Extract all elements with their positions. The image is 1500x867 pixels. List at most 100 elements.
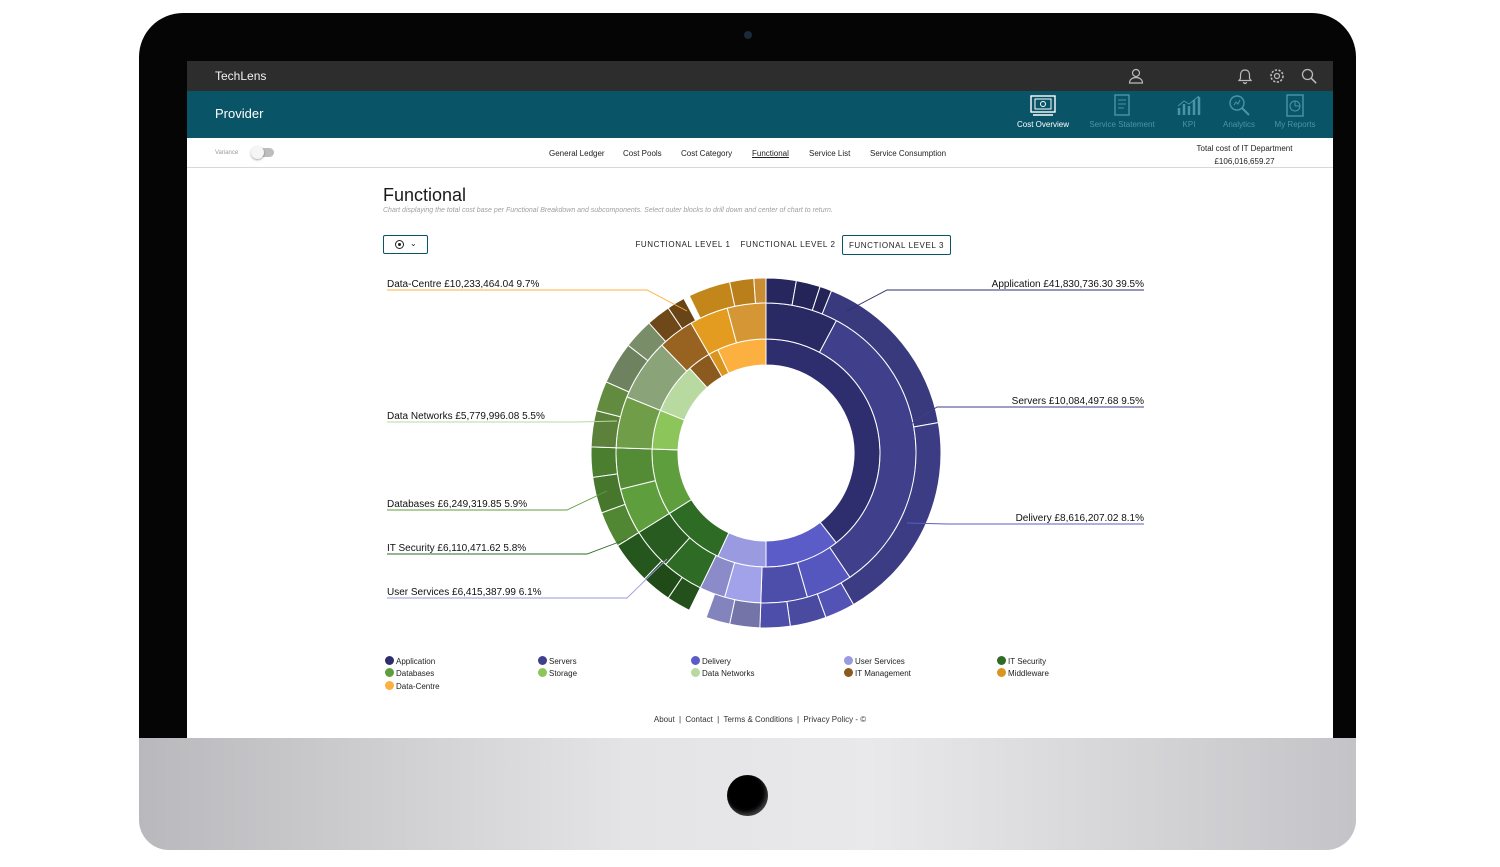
legend-it-management[interactable]: IT Management [844, 668, 911, 678]
total-cost-label: Total cost of IT Department [1196, 144, 1293, 153]
legend-delivery[interactable]: Delivery [691, 656, 731, 666]
legend-swatch [844, 656, 853, 665]
footer-terms-link[interactable]: Terms & Conditions [723, 715, 793, 724]
footer: About | Contact | Terms & Conditions | P… [187, 715, 1333, 724]
app-screen: TechLens Provider Cost Overview Service … [187, 61, 1333, 738]
variance-toggle[interactable] [251, 146, 274, 159]
nav-analytics[interactable]: Analytics [1199, 94, 1279, 138]
sunburst-segment-Data-Centre[interactable] [753, 277, 767, 304]
tab-cost-category[interactable]: Cost Category [681, 149, 733, 158]
legend-label: IT Management [855, 669, 911, 678]
chart-label-Delivery: Delivery £8,616,207.02 8.1% [1016, 513, 1145, 524]
leader-line-Data Networks [387, 420, 618, 423]
legend-data-networks[interactable]: Data Networks [691, 668, 754, 678]
service-statement-icon [1114, 94, 1130, 116]
legend-it-security[interactable]: IT Security [997, 656, 1046, 666]
gear-icon[interactable] [1268, 67, 1286, 85]
sunburst-segment-Storage[interactable] [590, 410, 622, 449]
legend-swatch [538, 656, 547, 665]
footer-separator: | [717, 715, 720, 724]
chevron-down-icon: ⌄ [410, 239, 417, 248]
top-bar: TechLens [187, 61, 1333, 91]
monitor-logo [727, 775, 768, 816]
analytics-icon [1229, 95, 1250, 116]
nav-label: My Reports [1274, 120, 1316, 129]
nav-cost-overview[interactable]: Cost Overview [1003, 94, 1083, 138]
chart-label-Databases: Databases £6,249,319.85 5.9% [387, 499, 527, 510]
footer-privacy-link[interactable]: Privacy Policy - © [803, 715, 867, 724]
legend-swatch [691, 668, 700, 677]
nav-my-reports[interactable]: My Reports [1255, 94, 1333, 138]
footer-separator: | [797, 715, 800, 724]
footer-about-link[interactable]: About [653, 715, 675, 724]
bell-icon[interactable] [1236, 67, 1254, 85]
nav-label: Analytics [1222, 120, 1255, 129]
level-3-button[interactable]: FUNCTIONAL LEVEL 3 [842, 235, 951, 255]
total-cost-value: £106,016,659.27 [1214, 157, 1275, 166]
search-icon[interactable] [1300, 67, 1318, 85]
chart-label-Servers: Servers £10,084,497.68 9.5% [1012, 396, 1144, 407]
sunburst-segment-Databases[interactable] [590, 446, 619, 478]
nav-service-statement[interactable]: Service Statement [1082, 94, 1162, 138]
sunburst-segment-Delivery[interactable] [759, 600, 791, 629]
level-2-button[interactable]: FUNCTIONAL LEVEL 2 [740, 240, 836, 249]
chart-label-User Services: User Services £6,415,387.99 6.1% [387, 587, 542, 598]
chart-label-Data Networks: Data Networks £5,779,996.08 5.5% [387, 411, 545, 422]
leader-line-Application [846, 289, 1144, 312]
legend-label: Delivery [702, 657, 731, 666]
legend-label: Databases [396, 669, 435, 678]
nav-label: Service Statement [1089, 120, 1155, 129]
legend-storage[interactable]: Storage [538, 668, 577, 678]
chart-label-Data-Centre: Data-Centre £10,233,464.04 9.7% [387, 279, 539, 290]
camera-icon [744, 31, 752, 39]
legend-middleware[interactable]: Middleware [997, 668, 1049, 678]
tab-general-ledger[interactable]: General Ledger [549, 149, 605, 158]
tab-functional[interactable]: Functional [752, 149, 789, 158]
legend-swatch [385, 681, 394, 690]
sub-navigation: Variance General Ledger Cost Pools Cost … [187, 138, 1333, 168]
provider-bar: Provider Cost Overview Service Statement… [187, 91, 1333, 138]
toggle-knob [251, 146, 264, 159]
legend-databases[interactable]: Databases [385, 668, 434, 678]
sunburst-segment-User Services[interactable] [705, 593, 736, 625]
legend-user-services[interactable]: User Services [844, 656, 905, 666]
legend-label: Application [396, 657, 436, 666]
page-subtitle: Chart displaying the total cost base per… [383, 207, 833, 214]
legend-swatch [691, 656, 700, 665]
tab-service-consumption[interactable]: Service Consumption [870, 149, 947, 158]
leader-line-Data-Centre [387, 289, 688, 312]
legend-application[interactable]: Application [385, 656, 435, 666]
my-reports-icon [1286, 94, 1304, 117]
chart-legend: Application Servers Delivery User Servic… [385, 656, 1155, 696]
nav-kpi[interactable]: KPI [1149, 94, 1229, 138]
legend-label: Middleware [1008, 669, 1049, 678]
tab-service-list[interactable]: Service List [809, 149, 851, 158]
legend-label: Storage [549, 669, 578, 678]
legend-swatch [538, 668, 547, 677]
leader-line-Databases [387, 490, 608, 511]
total-cost: Total cost of IT Department £106,016,659… [1177, 142, 1312, 168]
radio-icon [395, 240, 404, 249]
brand-name: TechLens [215, 69, 267, 83]
chart-type-dropdown[interactable]: ⌄ [383, 235, 428, 254]
sunburst-segment-IT Management[interactable] [667, 297, 697, 330]
legend-label: IT Security [1008, 657, 1047, 666]
leader-line-Servers [896, 406, 1144, 434]
user-icon[interactable] [1127, 67, 1145, 85]
legend-data-centre[interactable]: Data-Centre [385, 681, 440, 691]
section-title: Provider [215, 106, 264, 121]
chart-label-IT Security: IT Security £6,110,471.62 5.8% [387, 543, 526, 554]
footer-separator: | [679, 715, 682, 724]
sunburst-segment-Application[interactable] [765, 277, 797, 306]
level-1-button[interactable]: FUNCTIONAL LEVEL 1 [635, 240, 731, 249]
legend-swatch [385, 656, 394, 665]
variance-label: Variance [215, 150, 239, 156]
legend-servers[interactable]: Servers [538, 656, 577, 666]
page-title: Functional [383, 185, 467, 205]
footer-contact-link[interactable]: Contact [685, 715, 713, 724]
sunburst-segment-Middleware[interactable] [729, 277, 757, 307]
nav-label: Cost Overview [1016, 120, 1069, 129]
tab-cost-pools[interactable]: Cost Pools [623, 149, 662, 158]
legend-label: Data Networks [702, 669, 755, 678]
legend-swatch [997, 656, 1006, 665]
